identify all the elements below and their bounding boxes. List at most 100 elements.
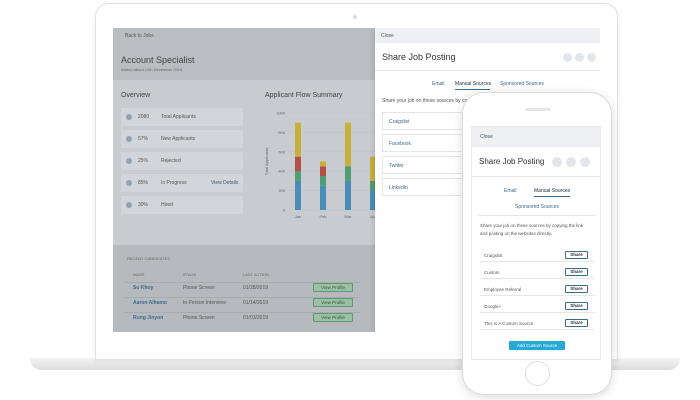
add-source-button[interactable]: Add Custom Source (509, 341, 565, 350)
close-button[interactable]: Close (381, 33, 394, 39)
card-value: 25% (138, 158, 149, 164)
back-link[interactable]: Back to Jobs (125, 33, 154, 39)
share-button[interactable]: Share (565, 285, 588, 293)
column-header: LAST ACTION (243, 272, 269, 277)
card-icon (126, 180, 132, 186)
card-action[interactable]: View Details (211, 180, 239, 186)
tab[interactable]: Sponsored Sources (500, 81, 544, 87)
social-icon[interactable] (552, 157, 562, 167)
card-label: New Applicants (161, 136, 196, 142)
bar-segment (345, 180, 351, 210)
source-row: This Is A Custom Source Share (480, 317, 595, 330)
camera (353, 15, 357, 19)
y-tick-label: 1000 (276, 111, 286, 116)
bar-segment (370, 180, 376, 191)
x-tick-label: Jan (295, 214, 301, 219)
source-row: Google+ Share (480, 300, 595, 313)
card-label: Rejected (161, 158, 181, 164)
bar-segment (345, 122, 351, 167)
source-row: Employee Referral Share (480, 283, 595, 296)
tab[interactable]: Email (504, 188, 517, 194)
share-button[interactable]: Share (565, 319, 588, 327)
bar-segment (295, 156, 301, 172)
y-tick-label: 200 (278, 188, 285, 193)
social-icon[interactable] (563, 53, 572, 62)
phone-screen: Close Share Job Posting Email Manual Source… (471, 126, 601, 360)
job-subtitle: Added about 12th December 2019 (121, 67, 183, 72)
view-profile-button[interactable]: View Profile (313, 313, 353, 322)
bar-segment (295, 180, 301, 210)
divider (472, 176, 600, 177)
y-tick-label: 400 (278, 169, 285, 174)
tab-underline (455, 89, 490, 90)
card-label: Hired (161, 202, 173, 208)
home-button (525, 361, 550, 386)
intro-text: Share your job on these sources by copyi… (480, 223, 584, 228)
overview-card: 85% In Progress View Details (121, 174, 243, 192)
overview-card: 30% Hired (121, 196, 243, 214)
share-button[interactable]: Share (565, 268, 588, 276)
source-row: Craigslist Share (480, 249, 595, 262)
card-icon (126, 202, 132, 208)
source-name: Google+ (484, 304, 502, 309)
bar-segment (295, 171, 301, 181)
candidate-date: 01/14/2019 (243, 300, 269, 306)
social-icon[interactable] (580, 157, 590, 167)
bar-segment (320, 161, 326, 167)
bar-segment (345, 166, 351, 181)
row-divider (125, 297, 360, 298)
phone-title: Share Job Posting (479, 157, 545, 166)
y-tick-label: 800 (278, 130, 285, 135)
bar-segment (295, 122, 301, 157)
phone: Close Share Job Posting Email Manual Source… (462, 92, 612, 395)
candidate-name[interactable]: Rung Jinyon (133, 315, 164, 321)
x-tick-label: Apr (370, 214, 377, 219)
y-tick-label: 600 (278, 149, 285, 154)
column-header: STAGE (183, 272, 197, 277)
card-value: 2080 (138, 114, 150, 120)
share-button[interactable]: Share (565, 302, 588, 310)
close-button[interactable]: Close (480, 134, 493, 140)
card-value: 57% (138, 136, 149, 142)
bar-segment (320, 176, 326, 186)
tab[interactable]: Manual Sources (455, 81, 492, 87)
candidate-date: 01/28/2019 (243, 285, 269, 291)
source-name: This Is A Custom Source (484, 321, 534, 326)
tab[interactable]: Sponsored Sources (515, 204, 559, 210)
tabs-divider (478, 215, 596, 216)
source-name: Employee Referral (484, 287, 522, 292)
candidate-name[interactable]: Su Khoy (133, 285, 154, 291)
card-value: 30% (138, 202, 149, 208)
candidate-date: 01/03/2019 (243, 315, 269, 321)
candidates-title: RECENT CANDIDATES (127, 256, 170, 261)
card-icon (126, 158, 132, 164)
x-tick-label: Feb (320, 214, 328, 219)
intro-text: Share your job on these sources by copyi… (382, 98, 480, 104)
source-name: Custom (484, 270, 500, 275)
candidate-name[interactable]: Aaron Alhamo (133, 300, 167, 306)
overview-card: 2080 Total Applicants (121, 108, 243, 126)
view-profile-button[interactable]: View Profile (313, 298, 353, 307)
card-value: 85% (138, 180, 149, 186)
job-title: Account Specialist (121, 55, 195, 65)
candidates-section: RECENT CANDIDATES NAME STAGE LAST ACTION Su … (113, 245, 375, 332)
bar-segment (320, 185, 326, 210)
tab[interactable]: Manual Sources (534, 188, 571, 194)
tab[interactable]: Email (432, 81, 445, 87)
intro-text: and posting on the websites directly. (480, 231, 553, 236)
card-label: Total Applicants (161, 114, 196, 120)
candidate-stage: Phone Screen (183, 315, 215, 321)
column-header: NAME (133, 272, 145, 277)
social-icon[interactable] (587, 53, 596, 62)
divider (375, 70, 600, 71)
share-button[interactable]: Share (565, 251, 588, 259)
speaker (525, 108, 551, 111)
social-icon[interactable] (575, 53, 584, 62)
card-icon (126, 114, 132, 120)
source-name: Craigslist (484, 253, 503, 258)
overview-title: Overview (121, 92, 151, 99)
view-profile-button[interactable]: View Profile (313, 283, 353, 292)
close-bar (375, 28, 600, 43)
card-label: In Progress (161, 180, 187, 186)
social-icon[interactable] (566, 157, 576, 167)
